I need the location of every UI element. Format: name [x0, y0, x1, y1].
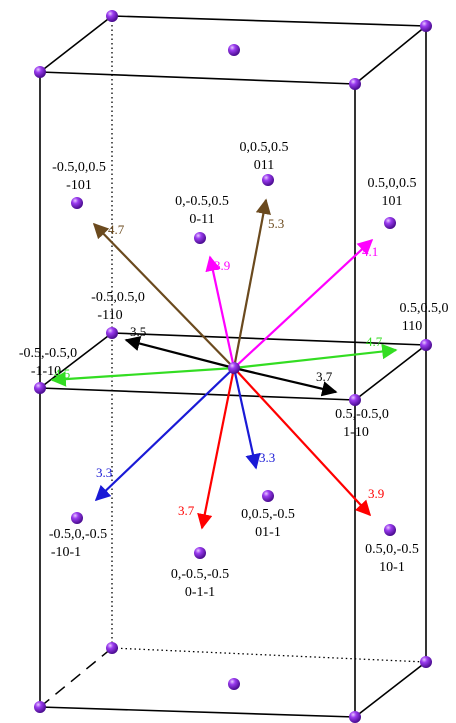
site-label-coords: -0.5,0.5,0	[91, 290, 145, 305]
site-label-coords: 0,-0.5,0.5	[175, 194, 229, 209]
site-label-index: 101	[382, 194, 403, 209]
edge-bottom-right	[354, 661, 427, 718]
site-label-index: -1-10	[31, 364, 61, 379]
arrow-magenta-up	[205, 255, 236, 369]
atom-site-m110	[106, 327, 118, 339]
vector-label-black: 3.7	[316, 369, 333, 384]
arrow-blue-right	[232, 367, 261, 470]
atom-site-m10m1	[71, 512, 83, 524]
atom-face-bottom	[228, 678, 240, 690]
atom-site-0m11	[194, 232, 206, 244]
atom-corner	[106, 642, 118, 654]
atom-corner	[349, 711, 361, 723]
atom-site-1m10	[349, 394, 361, 406]
site-label-coords: -0.5,-0.5,0	[19, 346, 77, 361]
arrow-black-right	[233, 366, 338, 397]
site-labels: -0.5,0,0.5 -101 0,0.5,0.5 011 0,-0.5,0.5…	[19, 140, 449, 600]
atom-site-011	[262, 174, 274, 186]
site-label-index: 1-10	[343, 425, 369, 440]
site-label-index: 011	[254, 158, 274, 173]
atom-corner	[106, 10, 118, 22]
atom-site-01m1	[262, 490, 274, 502]
arrow-magenta-right	[233, 238, 374, 369]
arrow-green-right	[233, 343, 398, 370]
arrow-black-left	[124, 336, 235, 370]
vector-label-green: 4.7	[366, 334, 383, 349]
atom-corner	[34, 66, 46, 78]
site-label-coords: 0.5,0,-0.5	[365, 542, 419, 557]
vector-label-brown: 5.3	[268, 216, 284, 231]
edge-top-back	[111, 15, 427, 27]
edge-mid-front	[39, 387, 356, 401]
edge-bottom-back-hidden	[111, 647, 427, 663]
site-label-coords: 0.5,0,0.5	[368, 176, 417, 191]
displacement-vectors	[50, 198, 398, 530]
atom-site-m101	[71, 197, 83, 209]
edge-top-right	[354, 25, 427, 85]
site-label-coords: -0.5,0,0.5	[52, 160, 106, 175]
site-label-coords: 0,-0.5,-0.5	[171, 567, 229, 582]
atom-site-m1m10	[34, 382, 46, 394]
vector-labels: 3.5 3.7 4.7 5.3 3.9 4.1 4.5 4.7 3.3 3.3 …	[54, 216, 384, 518]
site-label-coords: 0.5,0.5,0	[400, 301, 449, 316]
atoms	[34, 10, 432, 723]
site-label-index: 0-11	[189, 212, 214, 227]
edge-top-front	[39, 71, 356, 85]
atom-corner	[34, 701, 46, 713]
atom-corner	[420, 656, 432, 668]
atom-site-0m1m1	[194, 547, 206, 559]
vector-label-black: 3.5	[130, 324, 146, 339]
vector-label-blue: 3.3	[96, 465, 112, 480]
atom-site-10m1	[384, 524, 396, 536]
vector-label-magenta: 3.9	[214, 258, 230, 273]
vector-label-green: 4.5	[54, 366, 70, 381]
site-label-coords: 0,0.5,0.5	[240, 140, 289, 155]
atom-face-top	[228, 44, 240, 56]
arrow-brown-left	[92, 222, 235, 369]
vector-label-red: 3.9	[368, 486, 384, 501]
arrow-brown-up	[232, 198, 271, 369]
site-label-index: -110	[97, 308, 122, 323]
site-label-index: 10-1	[379, 560, 405, 575]
edge-mid-back	[111, 332, 427, 346]
atom-site-101	[384, 217, 396, 229]
site-label-index: -10-1	[51, 545, 81, 560]
site-label-index: 0-1-1	[185, 585, 215, 600]
vector-label-blue: 3.3	[259, 450, 275, 465]
vector-label-red: 3.7	[178, 503, 195, 518]
arrow-green-left	[50, 366, 235, 387]
site-label-index: 110	[402, 319, 422, 334]
vector-label-magenta: 4.1	[362, 244, 378, 259]
site-label-index: 01-1	[255, 525, 281, 540]
edge-top-left	[39, 15, 113, 73]
site-label-coords: 0.5,-0.5,0	[335, 407, 389, 422]
edge-mid-right	[354, 344, 427, 401]
edge-bottom-left-hidden	[39, 647, 113, 708]
arrow-red-right	[233, 367, 372, 517]
atom-site-110	[420, 339, 432, 351]
arrow-red-left	[197, 367, 236, 530]
site-label-index: -101	[66, 178, 92, 193]
atom-corner	[349, 78, 361, 90]
site-label-coords: 0,0.5,-0.5	[241, 507, 295, 522]
arrow-blue-left	[94, 367, 235, 502]
atom-corner	[420, 20, 432, 32]
atom-center	[228, 362, 240, 374]
vector-label-brown: 4.7	[108, 222, 125, 237]
site-label-coords: -0.5,0,-0.5	[49, 527, 107, 542]
edge-bottom-front	[39, 706, 356, 718]
